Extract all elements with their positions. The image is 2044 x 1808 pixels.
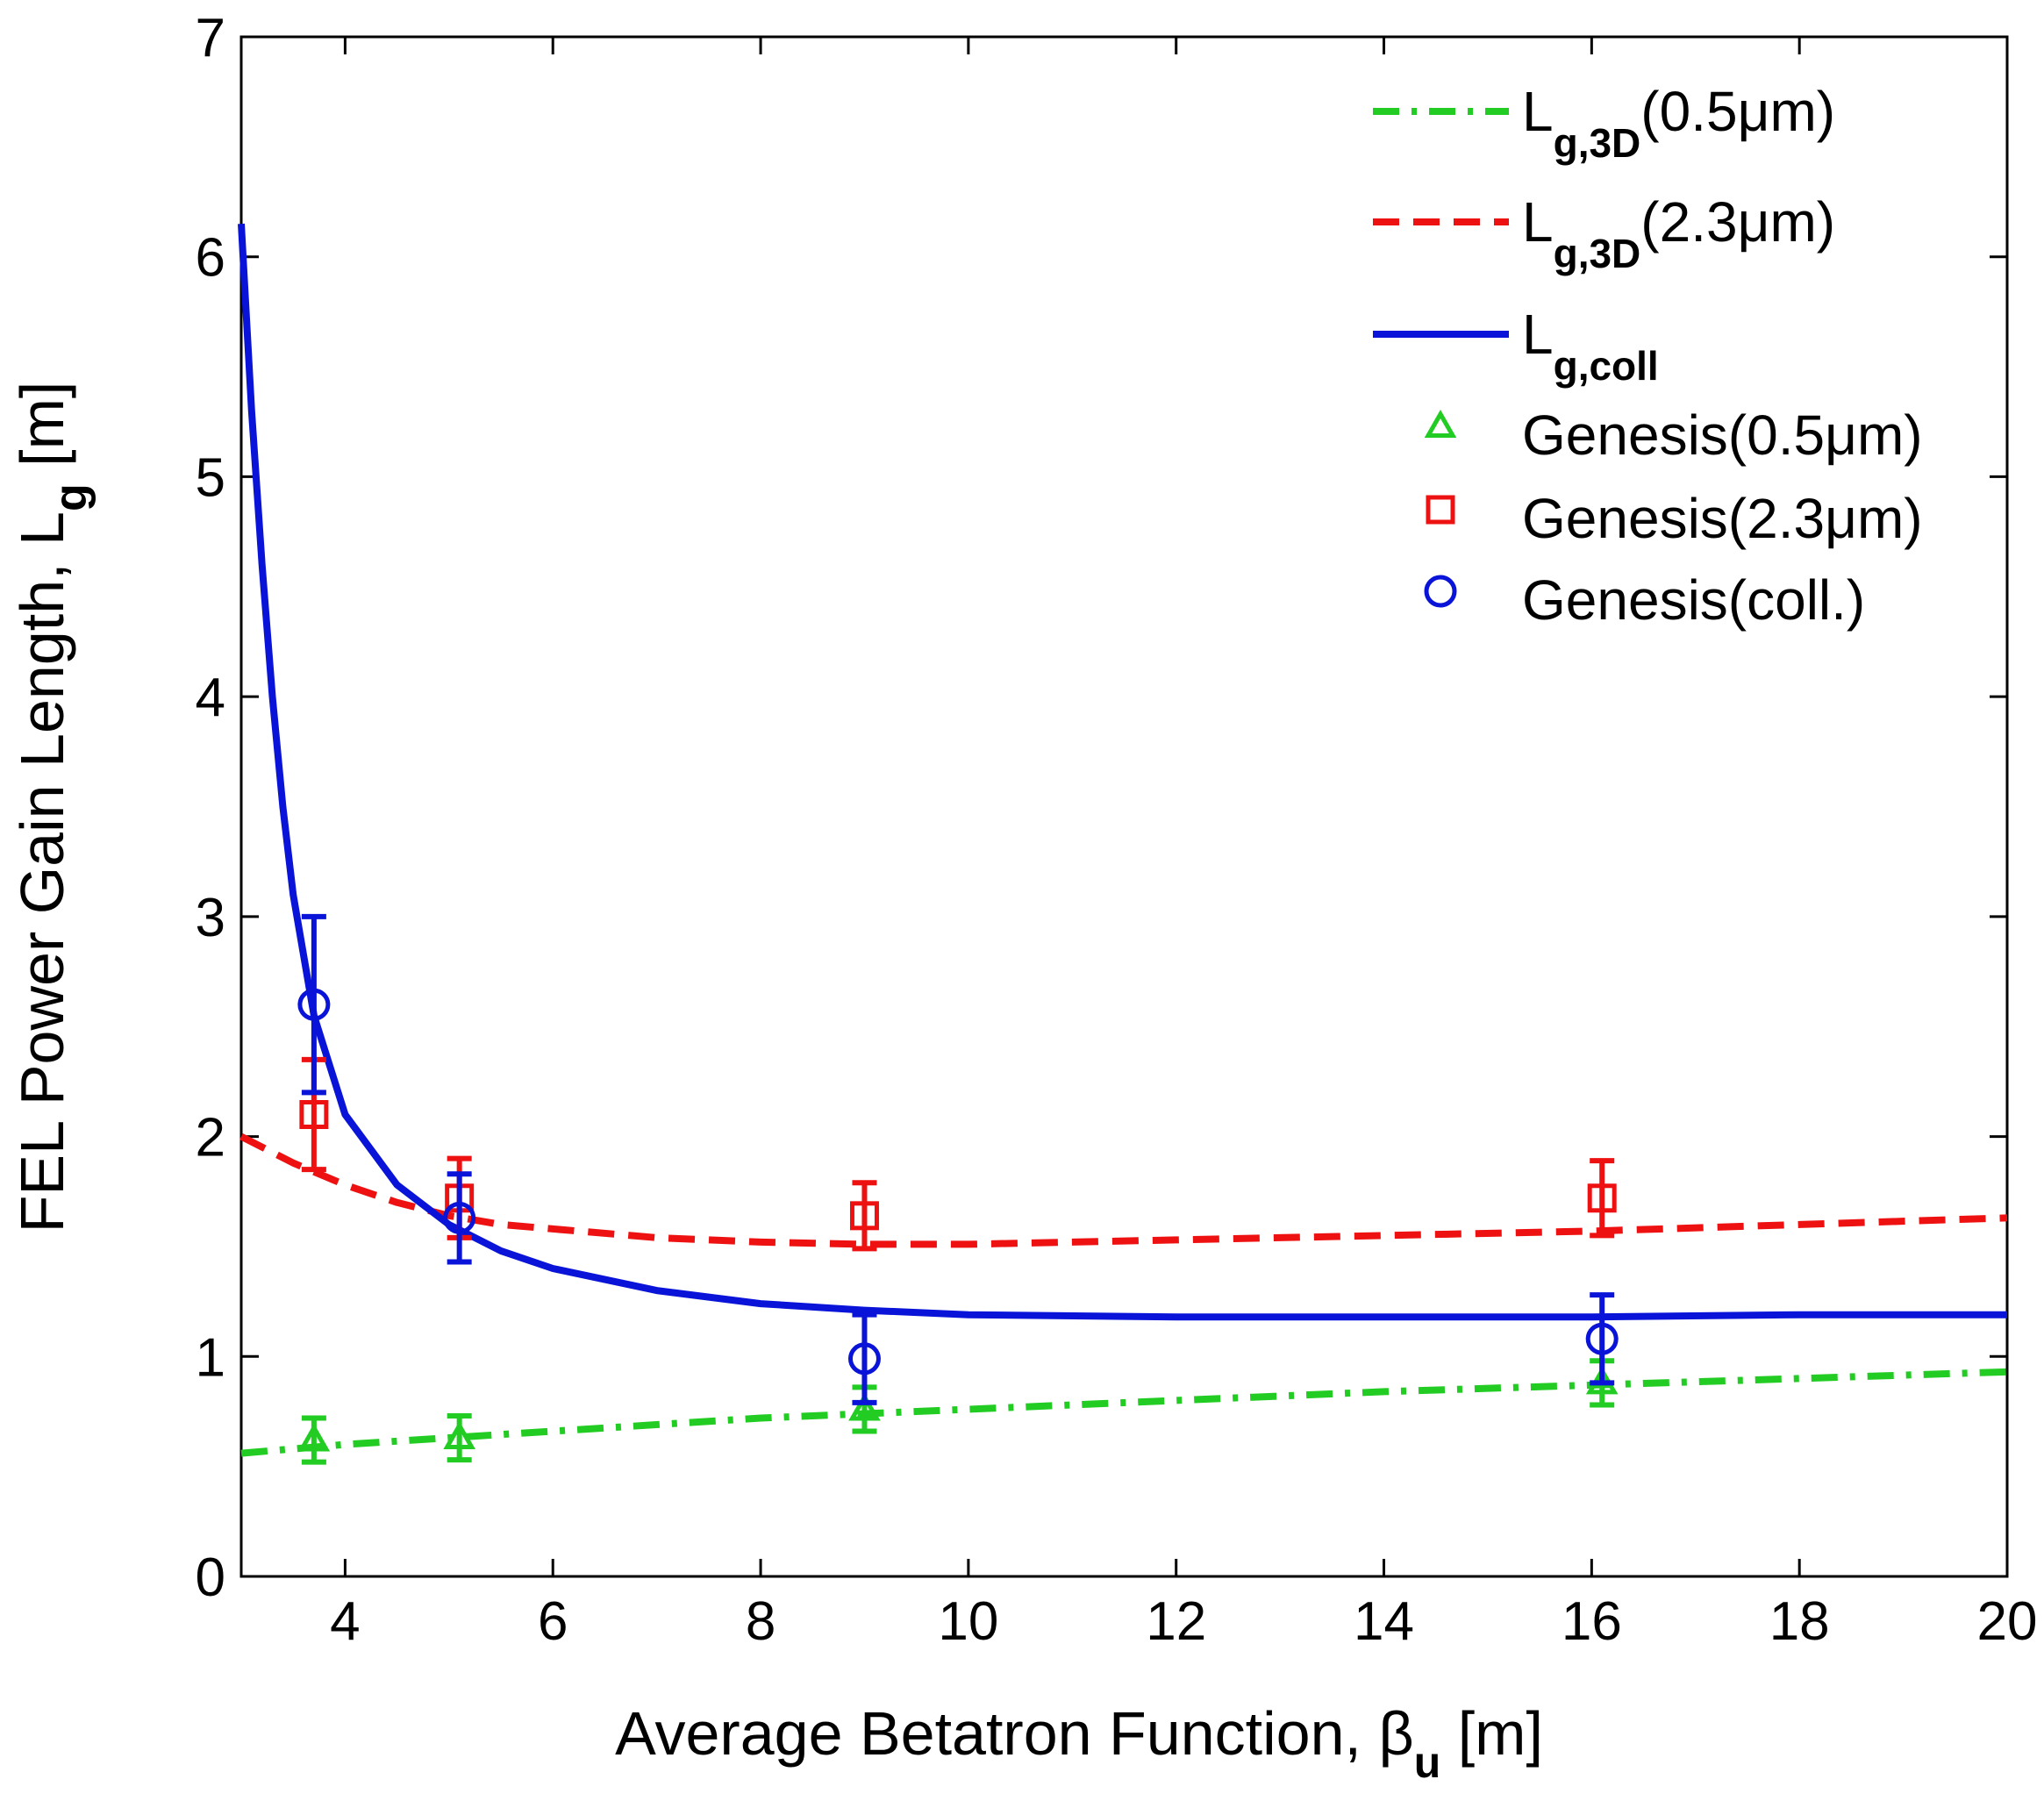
x-tick-label-6: 6: [538, 1591, 568, 1652]
y-tick-label-7: 7: [196, 8, 225, 68]
data-point-genesis-coll-1: [443, 1201, 476, 1234]
legend-marker-genesis-0-5-m: [1424, 409, 1457, 438]
data-point-genesis-0-5-m-1: [443, 1421, 475, 1450]
legend-label-genesis-coll: Genesis(coll.): [1522, 568, 1865, 632]
data-point-genesis-coll-0: [297, 988, 331, 1021]
data-point-genesis-coll-2: [847, 1342, 881, 1376]
legend-label-lg-coll: Lg,coll: [1522, 303, 1659, 389]
y-tick-label-5: 5: [196, 447, 225, 508]
y-tick-label-2: 2: [196, 1108, 225, 1168]
x-tick-label-10: 10: [938, 1591, 998, 1652]
data-point-genesis-coll-3: [1585, 1322, 1619, 1355]
y-axis-label: FEL Power Gain Length, Lg [m]: [8, 382, 96, 1233]
x-tick-label-8: 8: [746, 1591, 775, 1652]
legend-marker-genesis-2-3-m: [1426, 495, 1455, 525]
y-tick-label-0: 0: [196, 1547, 225, 1608]
legend-label-lg-3d-2-3-m: Lg,3D(2.3μm): [1522, 190, 1835, 276]
data-point-genesis-0-5-m-0: [297, 1423, 331, 1452]
y-tick-label-6: 6: [196, 228, 225, 289]
legend-label-genesis-0-5-m: Genesis(0.5μm): [1522, 404, 1923, 467]
legend-label-lg-3d-0-5-m: Lg,3D(0.5μm): [1522, 80, 1835, 166]
y-tick-label-1: 1: [196, 1327, 225, 1388]
series-line-lg-coll: [238, 223, 2007, 1321]
legend-label-genesis-2-3-m: Genesis(2.3μm): [1522, 487, 1923, 550]
data-point-genesis-2-3-m-2: [849, 1201, 879, 1231]
x-tick-label-16: 16: [1562, 1591, 1622, 1652]
y-tick-label-3: 3: [196, 888, 225, 948]
data-point-genesis-2-3-m-0: [299, 1100, 329, 1129]
series-line-lg-3d-2-3-m: [239, 1133, 2008, 1248]
plot-area-frame: [239, 35, 2009, 1578]
data-point-genesis-2-3-m-3: [1587, 1183, 1617, 1213]
x-tick-label-4: 4: [330, 1591, 360, 1652]
data-point-genesis-0-5-m-2: [848, 1392, 881, 1421]
x-axis-label: Average Betatron Function, βu [m]: [615, 1699, 1543, 1787]
y-tick-label-4: 4: [196, 668, 225, 728]
legend: Lg,3D(0.5μm) Lg,3D(2.3μm) Lg,coll Genesis(0…: [1373, 80, 1923, 632]
series-layer: [238, 223, 2008, 1465]
series-line-lg-3d-0-5-m: [240, 1368, 2008, 1457]
x-tick-label-18: 18: [1769, 1591, 1830, 1652]
x-tick-label-14: 14: [1354, 1591, 1414, 1652]
x-tick-label-20: 20: [1977, 1591, 2038, 1652]
x-tick-label-12: 12: [1146, 1591, 1206, 1652]
legend-marker-genesis-coll: [1424, 575, 1457, 608]
